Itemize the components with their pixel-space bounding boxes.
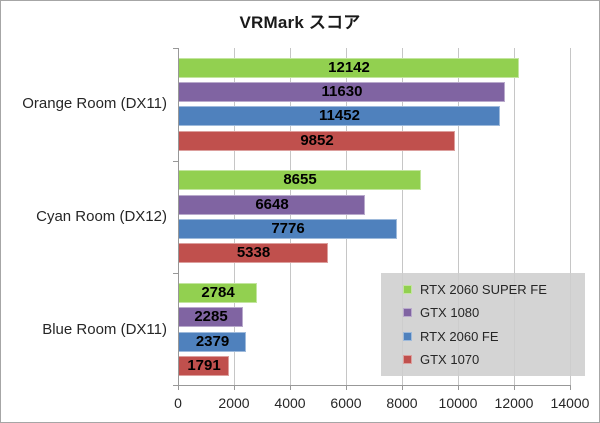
bar xyxy=(179,243,328,263)
bar-value-label: 8655 xyxy=(283,171,317,188)
bar xyxy=(179,219,397,239)
gridline xyxy=(234,48,235,385)
bar xyxy=(179,58,519,78)
y-tick-mark xyxy=(173,385,179,386)
bar xyxy=(179,356,229,376)
chart-title: VRMark スコア xyxy=(239,13,361,32)
x-tick-mark xyxy=(290,385,291,390)
bar-value-label: 5338 xyxy=(236,244,271,261)
legend: RTX 2060 SUPER FE GTX 1080 RTX 2060 FE GTX … xyxy=(381,273,585,376)
bar xyxy=(179,195,365,215)
x-tick-label: 12000 xyxy=(494,395,534,411)
x-tick-mark xyxy=(514,385,515,390)
legend-label: GTX 1080 xyxy=(420,305,480,321)
plot-area: 12142 11630 11452 9852 8655 6648 7776 5338 2784 2… xyxy=(173,48,571,390)
legend-label: GTX 1070 xyxy=(420,352,480,368)
x-tick-label: 4000 xyxy=(274,395,306,411)
bar xyxy=(179,332,246,352)
legend-item: GTX 1080 xyxy=(403,303,585,323)
y-tick-mark xyxy=(173,161,179,162)
category-label: Blue Room (DX11) xyxy=(42,321,167,338)
x-tick-mark xyxy=(346,385,347,390)
gridline xyxy=(346,48,347,385)
x-tick-label: 2000 xyxy=(218,395,250,411)
legend-item: GTX 1070 xyxy=(403,350,585,370)
bar-value-label: 7776 xyxy=(271,220,305,237)
bar xyxy=(179,283,257,303)
bar-value-label: 6648 xyxy=(255,196,289,213)
bar-value-label: 2784 xyxy=(201,284,235,301)
bar-value-label: 9852 xyxy=(300,132,334,149)
bar xyxy=(179,307,243,327)
bar-value-label: 11452 xyxy=(319,107,360,124)
category-label: Cyan Room (DX12) xyxy=(36,208,167,225)
x-tick-mark xyxy=(570,385,571,390)
y-tick-mark xyxy=(173,273,179,274)
y-tick-mark xyxy=(173,48,179,49)
bar-value-label: 12142 xyxy=(328,59,370,76)
legend-swatch-icon xyxy=(403,355,412,365)
legend-swatch-icon xyxy=(403,331,412,341)
x-tick-label: 10000 xyxy=(438,395,478,411)
legend-label: RTX 2060 FE xyxy=(420,328,499,344)
bar-value-label: 1791 xyxy=(187,357,221,374)
x-tick-mark xyxy=(178,385,179,390)
x-tick-mark xyxy=(234,385,235,390)
bar xyxy=(179,82,505,102)
bar-value-label: 2379 xyxy=(195,333,230,350)
gridline xyxy=(514,48,515,385)
legend-item: RTX 2060 FE xyxy=(403,326,585,346)
x-tick-mark xyxy=(402,385,403,390)
x-tick-label: 14000 xyxy=(550,395,590,411)
gridline xyxy=(570,48,571,385)
gridline xyxy=(402,48,403,385)
legend-swatch-icon xyxy=(403,284,412,294)
bar xyxy=(179,106,500,126)
gridline xyxy=(458,48,459,385)
x-tick-label: 6000 xyxy=(330,395,362,411)
legend-swatch-icon xyxy=(403,308,412,318)
bar-value-label: 2285 xyxy=(194,308,228,325)
bar-value-label: 11630 xyxy=(321,83,363,100)
gridline xyxy=(290,48,291,385)
bar xyxy=(179,170,421,190)
bar xyxy=(179,131,455,151)
x-tick-mark xyxy=(458,385,459,390)
x-tick-label: 0 xyxy=(174,395,182,411)
category-label: Orange Room (DX11) xyxy=(22,95,167,112)
x-tick-label: 8000 xyxy=(386,395,418,411)
legend-label: RTX 2060 SUPER FE xyxy=(420,281,547,297)
legend-item: RTX 2060 SUPER FE xyxy=(403,279,585,299)
